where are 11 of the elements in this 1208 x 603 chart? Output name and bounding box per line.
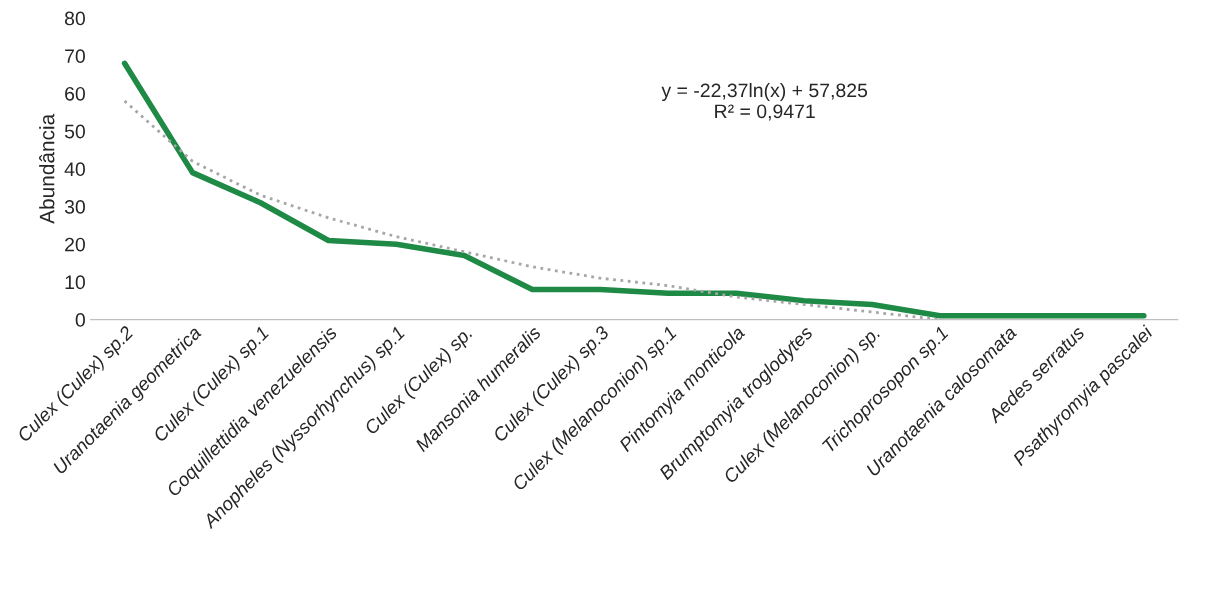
y-tick-label: 60 <box>65 86 85 101</box>
y-tick-label: 50 <box>64 124 85 139</box>
y-tick-label: 0 <box>75 313 85 327</box>
y-tick-label: 30 <box>64 200 85 214</box>
annotation: y = -22,37ln(x) + 57,825 R² = 0,9471 <box>661 82 868 121</box>
y-axis-title: Abundância <box>39 113 55 224</box>
y-tick-label: 70 <box>65 49 85 64</box>
y-tick-label: 40 <box>64 162 85 177</box>
y-tick-label: 80 <box>64 11 85 26</box>
y-tick-label: 20 <box>65 237 85 252</box>
y-tick-label: 10 <box>65 275 85 290</box>
